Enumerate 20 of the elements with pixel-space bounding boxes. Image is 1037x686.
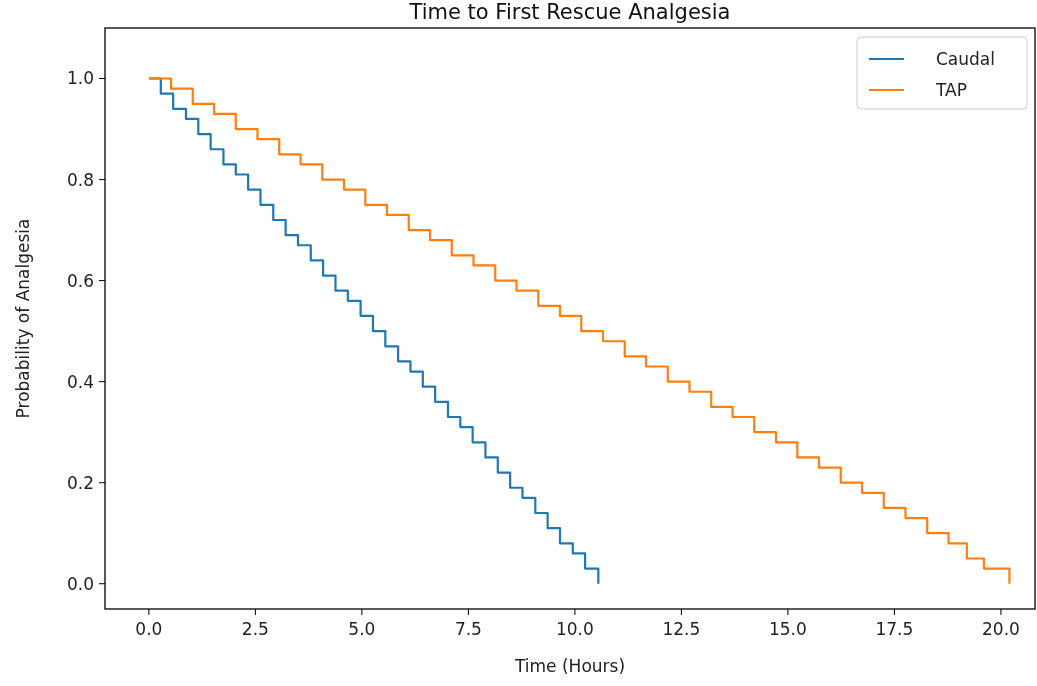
x-tick-label: 17.5 — [875, 619, 914, 639]
x-tick-label: 7.5 — [454, 619, 482, 639]
legend-label: Caudal — [936, 48, 995, 69]
x-tick-label: 2.5 — [241, 619, 269, 639]
y-tick-label: 1.0 — [66, 68, 94, 89]
y-tick-label: 0.8 — [66, 169, 94, 190]
x-axis-title: Time (Hours) — [513, 656, 626, 676]
x-tick-label: 20.0 — [981, 619, 1020, 639]
legend-label: TAP — [935, 79, 967, 100]
y-axis-title: Probability of Analgesia — [13, 218, 33, 419]
y-tick-label: 0.0 — [66, 573, 94, 594]
y-tick-label: 0.4 — [66, 371, 94, 392]
x-tick-label: 10.0 — [555, 619, 594, 639]
chart-title: Time to First Rescue Analgesia — [408, 0, 731, 24]
x-tick-label: 12.5 — [662, 619, 701, 639]
x-tick-label: 15.0 — [768, 619, 807, 639]
x-tick-label: 5.0 — [348, 619, 376, 639]
x-tick-label: 0.0 — [135, 619, 163, 639]
y-tick-label: 0.6 — [66, 270, 94, 291]
y-tick-label: 0.2 — [66, 472, 94, 493]
